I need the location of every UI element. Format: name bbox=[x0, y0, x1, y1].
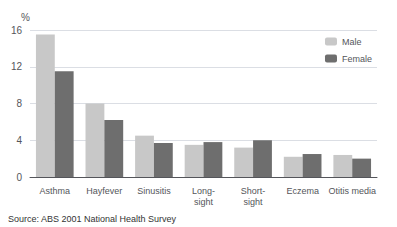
svg-text:Asthma: Asthma bbox=[40, 186, 71, 196]
svg-text:Male: Male bbox=[342, 37, 362, 47]
svg-text:sight: sight bbox=[194, 197, 214, 207]
svg-text:Sinusitis: Sinusitis bbox=[137, 186, 171, 196]
svg-text:%: % bbox=[21, 12, 30, 23]
svg-text:4: 4 bbox=[16, 135, 22, 146]
svg-text:16: 16 bbox=[11, 25, 23, 36]
svg-text:8: 8 bbox=[16, 98, 22, 109]
svg-text:Hayfever: Hayfever bbox=[86, 186, 122, 196]
svg-text:Long-: Long- bbox=[192, 186, 215, 196]
svg-text:Eczema: Eczema bbox=[286, 186, 319, 196]
svg-text:0: 0 bbox=[16, 172, 22, 183]
svg-text:Otitis media: Otitis media bbox=[328, 186, 376, 196]
svg-text:sight: sight bbox=[244, 197, 264, 207]
svg-text:12: 12 bbox=[11, 61, 23, 72]
svg-text:Short-: Short- bbox=[241, 186, 266, 196]
svg-text:Source: ABS 2001 National Heal: Source: ABS 2001 National Health Survey bbox=[8, 214, 177, 224]
svg-text:Female: Female bbox=[342, 54, 372, 64]
